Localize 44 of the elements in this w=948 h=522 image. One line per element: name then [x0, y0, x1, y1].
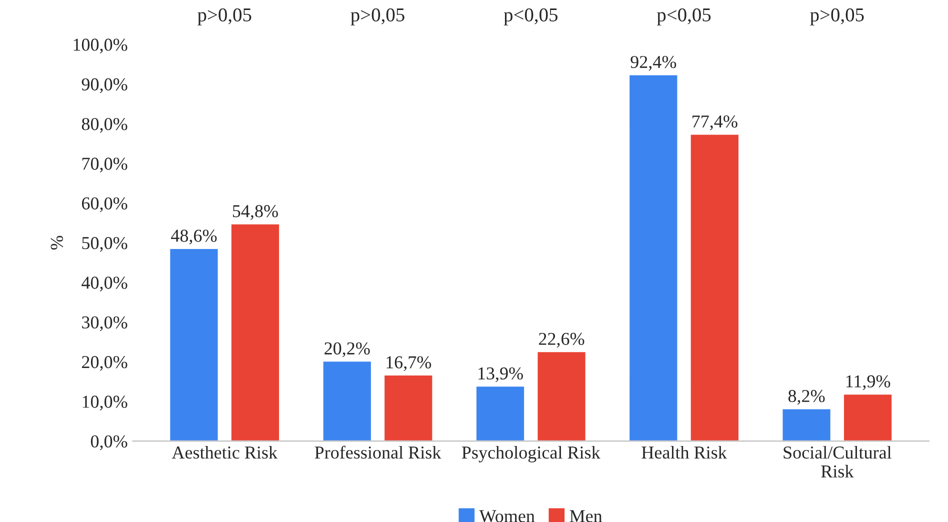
bar: [842, 393, 893, 442]
y-tick-label: 40,0%: [82, 276, 128, 292]
data-label: 48,6%: [171, 230, 217, 244]
y-tick-label: 60,0%: [82, 197, 128, 212]
x-tick-label: Aesthetic Risk: [172, 446, 278, 459]
x-tick-label: Professional Risk: [314, 446, 442, 459]
data-label: 8,2%: [788, 390, 825, 405]
bar: [689, 133, 740, 442]
data-label: 13,9%: [478, 367, 523, 382]
y-tick-label: 30,0%: [82, 316, 128, 332]
data-label: 20,2%: [324, 342, 370, 358]
bar: [536, 350, 587, 442]
bar: [322, 360, 372, 442]
text: p<0,05: [504, 8, 558, 26]
y-tick-label: 50,0%: [82, 236, 128, 252]
data-label: 11,9%: [846, 375, 890, 390]
y-tick-label: 90,0%: [82, 78, 128, 94]
text: p>0,05: [810, 8, 864, 26]
x-tick-label: Health Risk: [642, 446, 727, 459]
y-tick-label: 70,0%: [82, 158, 128, 172]
y-tick-label: 10,0%: [82, 396, 128, 410]
bar: [781, 408, 832, 442]
legend-label: Women: [479, 510, 535, 522]
bar: [628, 74, 679, 442]
y-tick-label: 20,0%: [82, 356, 128, 371]
bar: [230, 222, 280, 442]
x-tick-label: Social/Cultural Risk: [784, 446, 892, 478]
data-label: 16,7%: [386, 356, 432, 371]
bar: [383, 374, 434, 442]
text: p>0,05: [198, 8, 252, 26]
y-tick-label: 80,0%: [82, 118, 128, 133]
legend-label: Men: [570, 510, 602, 522]
y-tick-label: 0,0%: [90, 435, 128, 450]
text: p>0,05: [350, 8, 404, 26]
data-label: 92,4%: [630, 56, 676, 71]
bar: [168, 248, 220, 442]
text: p<0,05: [656, 8, 711, 26]
y-tick-label: 100,0%: [74, 38, 128, 54]
x-tick-label: Psychological Risk: [462, 446, 600, 462]
data-label: 54,8%: [232, 205, 278, 220]
data-label: 77,4%: [692, 115, 738, 130]
data-label: 22,6%: [538, 332, 584, 348]
bar: [475, 385, 526, 442]
y-axis-title: %: [50, 236, 64, 250]
